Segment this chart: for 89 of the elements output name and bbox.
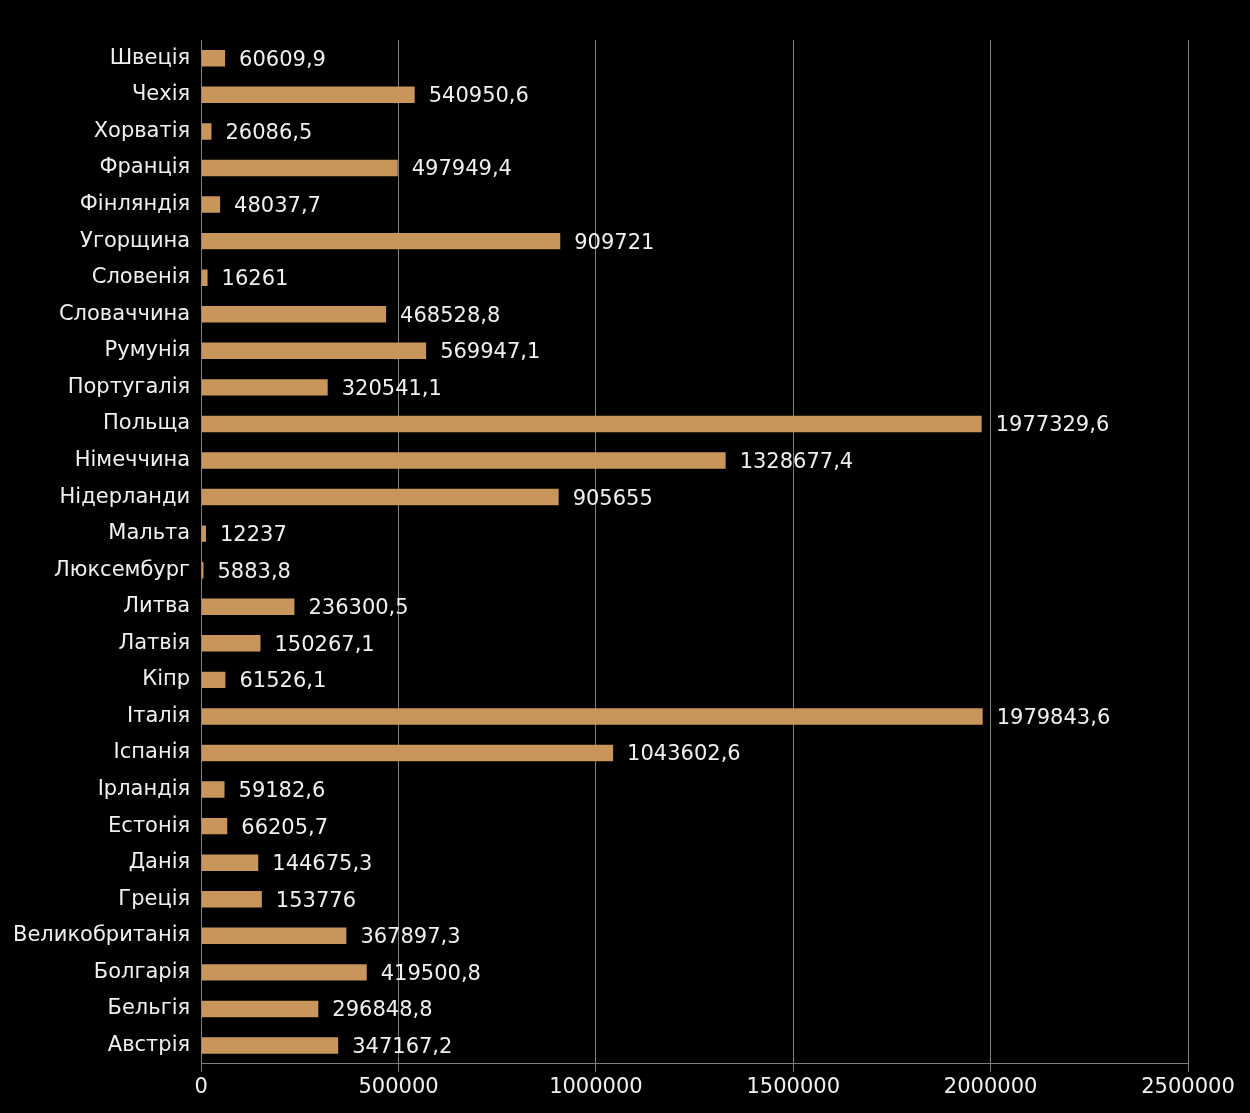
y-tick-label: Швеція xyxy=(109,44,191,69)
bar xyxy=(201,598,295,615)
bar xyxy=(201,342,427,360)
data-label: 905655 xyxy=(572,485,653,510)
bar xyxy=(201,744,614,762)
bar xyxy=(201,306,387,323)
y-tick-label: Ірландія xyxy=(97,776,191,801)
y-tick-label: Фінляндія xyxy=(79,190,191,215)
y-tick-label: Нідерланди xyxy=(59,483,191,508)
data-label: 144675,3 xyxy=(272,851,373,876)
bar xyxy=(201,159,398,177)
y-tick-label: Чехія xyxy=(131,81,191,106)
bar xyxy=(201,1000,319,1018)
bar xyxy=(201,525,206,542)
x-tick-label: 2500000 xyxy=(1141,1073,1235,1098)
data-label: 5883,8 xyxy=(217,558,291,583)
bar xyxy=(201,50,226,67)
bar xyxy=(201,415,982,433)
data-label: 569947,1 xyxy=(440,339,541,364)
y-tick-label: Словаччина xyxy=(58,300,191,325)
data-label: 296848,8 xyxy=(332,997,433,1022)
data-label: 60609,9 xyxy=(239,46,326,71)
data-label: 16261 xyxy=(221,266,289,291)
y-tick-label: Мальта xyxy=(108,520,191,545)
data-label: 59182,6 xyxy=(238,778,326,803)
bar xyxy=(201,781,225,798)
y-tick-label: Кіпр xyxy=(142,666,191,691)
data-label: 320541,1 xyxy=(341,375,442,400)
x-tick-label: 1000000 xyxy=(549,1073,643,1098)
bar xyxy=(201,452,726,469)
bar xyxy=(201,891,262,908)
y-tick-label: Греція xyxy=(118,885,191,910)
bar xyxy=(201,708,983,725)
x-tick-label: 2000000 xyxy=(943,1073,1038,1098)
bar xyxy=(201,123,212,140)
bar xyxy=(201,817,228,835)
y-tick-label: Словенія xyxy=(91,264,191,289)
bar xyxy=(201,379,328,396)
bar xyxy=(201,232,561,250)
y-tick-label: Люксембург xyxy=(53,556,191,581)
bar xyxy=(201,488,559,506)
bar xyxy=(201,1037,339,1054)
x-tick-label: 500000 xyxy=(358,1073,439,1098)
data-label: 419500,8 xyxy=(380,960,481,985)
data-label: 367897,3 xyxy=(360,924,461,949)
data-label: 468528,8 xyxy=(400,302,501,327)
data-label: 1328677,4 xyxy=(739,448,854,473)
bar xyxy=(201,671,226,689)
data-label: 497949,4 xyxy=(411,156,512,181)
data-label: 12237 xyxy=(219,522,287,547)
y-tick-label: Італія xyxy=(126,702,191,727)
data-label: 1043602,6 xyxy=(627,741,741,766)
data-label: 61526,1 xyxy=(239,668,327,693)
data-label: 1979843,6 xyxy=(996,704,1111,729)
data-label: 150267,1 xyxy=(274,631,375,656)
x-tick-label: 1500000 xyxy=(746,1073,841,1098)
data-label: 236300,5 xyxy=(308,595,409,620)
y-tick-label: Польща xyxy=(103,410,191,435)
y-tick-label: Данія xyxy=(128,849,191,874)
y-tick-label: Іспанія xyxy=(113,739,191,764)
data-label: 153776 xyxy=(275,887,357,912)
y-tick-label: Португалія xyxy=(67,373,191,398)
y-tick-label: Литва xyxy=(123,593,191,618)
y-tick-label: Австрія xyxy=(107,1031,191,1056)
y-tick-label: Німеччина xyxy=(74,446,191,471)
data-label: 48037,7 xyxy=(234,192,321,217)
data-label: 1977329,6 xyxy=(995,412,1110,437)
y-tick-label: Угорщина xyxy=(80,227,191,252)
bar xyxy=(201,964,367,981)
y-tick-label: Болгарія xyxy=(93,958,191,983)
bar xyxy=(201,86,415,104)
data-label: 66205,7 xyxy=(241,814,329,839)
data-label: 909721 xyxy=(574,229,655,254)
y-tick-label: Естонія xyxy=(108,812,191,837)
x-tick-label: 0 xyxy=(194,1073,208,1098)
data-label: 540950,6 xyxy=(428,83,529,108)
y-tick-label: Хорватія xyxy=(93,117,191,142)
bar xyxy=(201,269,208,286)
y-tick-label: Бельгія xyxy=(107,995,191,1020)
y-tick-label: Великобританія xyxy=(12,922,191,947)
bar xyxy=(201,635,261,652)
bar xyxy=(201,854,259,871)
bar xyxy=(201,196,221,213)
y-tick-label: Латвія xyxy=(118,629,191,654)
y-tick-label: Франція xyxy=(99,154,191,179)
data-label: 26086,5 xyxy=(225,119,313,144)
y-tick-label: Румунія xyxy=(104,337,191,362)
data-label: 347167,2 xyxy=(352,1033,453,1058)
bar xyxy=(201,927,347,945)
